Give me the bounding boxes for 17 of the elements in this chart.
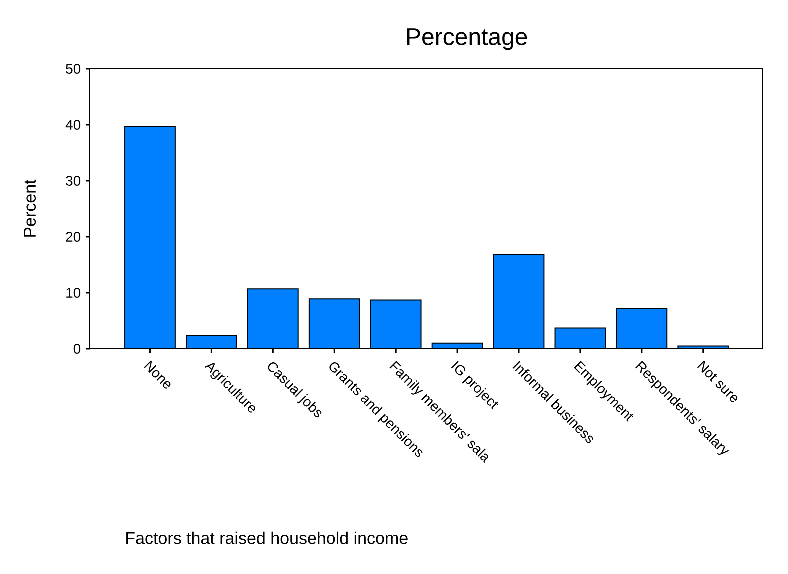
y-tick-label: 30: [66, 176, 81, 186]
y-tick-label: 40: [66, 120, 81, 130]
y-tick-label: 20: [66, 232, 81, 242]
bar: [370, 300, 422, 349]
chart-title: Percentage: [407, 28, 528, 50]
bar: [186, 336, 237, 349]
y-tick-label: 0: [74, 344, 81, 354]
y-tick-label: 10: [66, 288, 81, 298]
bar: [309, 299, 360, 349]
x-axis-title: Factors that raised household income: [126, 532, 408, 544]
y-axis-title: Percent: [24, 180, 36, 237]
bar: [494, 254, 544, 349]
bar: [248, 289, 298, 349]
bar: [125, 126, 176, 349]
bar: [616, 308, 668, 349]
bar: [555, 328, 606, 349]
y-tick-label: 50: [66, 64, 81, 74]
